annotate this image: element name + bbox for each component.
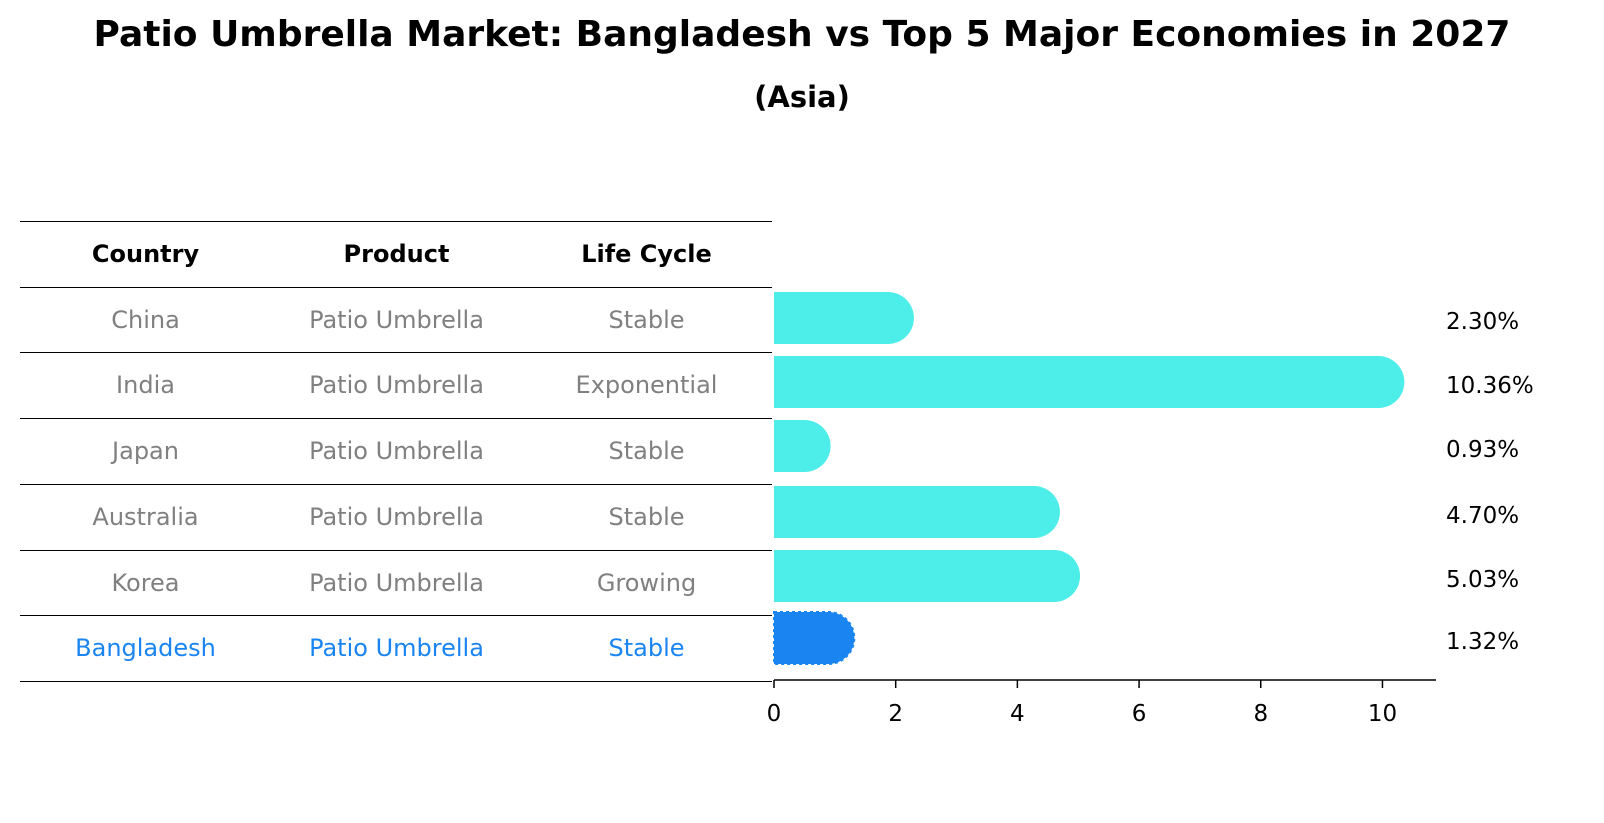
bar-bangladesh — [773, 611, 856, 665]
cell-product: Patio Umbrella — [309, 568, 484, 597]
x-tick-label: 8 — [1253, 701, 1268, 727]
cell-life-cycle: Stable — [608, 634, 685, 663]
table-rule — [20, 418, 772, 420]
x-tick-label: 4 — [1010, 701, 1025, 727]
cell-product: Patio Umbrella — [309, 502, 484, 531]
table-rule — [20, 352, 772, 354]
header-product: Product — [343, 240, 450, 268]
table-rule — [20, 286, 772, 288]
bar-australia — [774, 486, 1060, 538]
header-life-cycle: Life Cycle — [581, 240, 712, 268]
x-tick-label: 0 — [767, 701, 782, 727]
table-rule — [20, 549, 772, 551]
table-rule — [20, 680, 772, 682]
cell-country: Australia — [92, 502, 199, 531]
cell-country: Korea — [111, 568, 180, 597]
cell-country: China — [111, 305, 180, 334]
cell-product: Patio Umbrella — [309, 305, 484, 334]
table-rule — [20, 615, 772, 617]
value-label: 2.30% — [1446, 309, 1519, 335]
cell-life-cycle: Stable — [608, 502, 685, 531]
cell-life-cycle: Stable — [608, 437, 685, 466]
table-rule — [20, 221, 772, 222]
x-tick-label: 2 — [888, 701, 903, 727]
cell-life-cycle: Stable — [608, 305, 685, 334]
header-country: Country — [91, 240, 200, 268]
bar-japan — [774, 420, 831, 472]
cell-country: India — [116, 371, 175, 400]
cell-country: Bangladesh — [75, 634, 216, 663]
table-rule — [20, 483, 772, 485]
bar-korea — [774, 550, 1081, 602]
cell-country: Japan — [112, 437, 179, 466]
value-label: 0.93% — [1446, 437, 1519, 463]
value-label: 4.70% — [1446, 503, 1519, 529]
cell-life-cycle: Exponential — [575, 371, 718, 400]
value-label: 10.36% — [1446, 373, 1534, 399]
x-tick-label: 10 — [1368, 701, 1397, 727]
cell-product: Patio Umbrella — [309, 371, 484, 400]
cell-product: Patio Umbrella — [309, 437, 484, 466]
value-label: 5.03% — [1446, 567, 1519, 593]
x-tick-label: 6 — [1132, 701, 1147, 727]
bar-china — [774, 292, 914, 344]
value-label: 1.32% — [1446, 629, 1519, 655]
cell-life-cycle: Growing — [596, 568, 697, 597]
chart-title: Patio Umbrella Market: Bangladesh vs Top… — [93, 14, 1511, 55]
chart-subtitle: (Asia) — [754, 80, 850, 114]
bar-india — [774, 356, 1405, 408]
cell-product: Patio Umbrella — [309, 634, 484, 663]
